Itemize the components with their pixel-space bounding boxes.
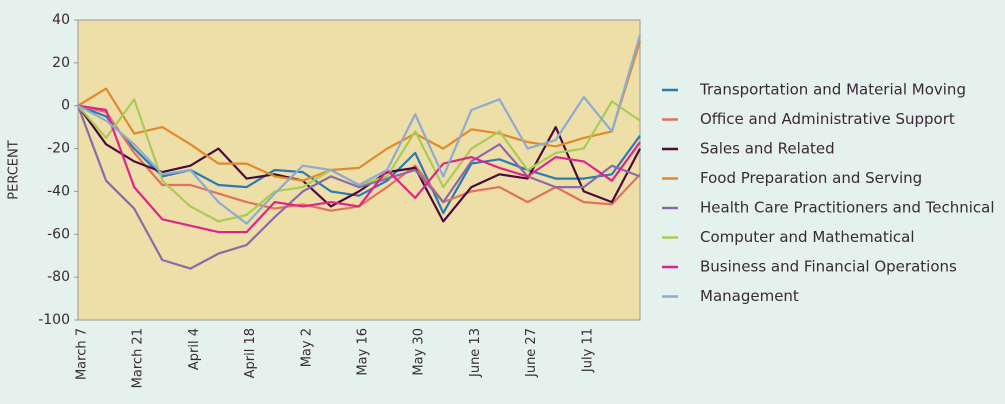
y-tick-label: 0 xyxy=(61,98,70,114)
x-tick-label: June 27 xyxy=(524,328,539,378)
x-tick-label: March 21 xyxy=(131,328,146,388)
series-line xyxy=(77,104,641,234)
legend-label: Office and Administrative Support xyxy=(700,110,955,128)
legend-label: Business and Financial Operations xyxy=(700,258,957,276)
x-tick-label: April 4 xyxy=(187,328,202,370)
x-tick-label: May 2 xyxy=(299,328,314,367)
x-tick-label: March 7 xyxy=(75,328,90,380)
legend-label: Food Preparation and Serving xyxy=(700,169,922,187)
y-tick-label: 40 xyxy=(52,12,70,28)
y-axis-label: PERCENT xyxy=(7,140,22,199)
series-line xyxy=(77,41,642,182)
series-line xyxy=(77,104,641,214)
plot-area xyxy=(77,19,641,321)
x-tick-label: May 16 xyxy=(356,328,371,376)
x-tick-label: July 11 xyxy=(580,328,595,373)
legend-label: Health Care Practitioners and Technical xyxy=(700,199,995,217)
y-tick-label: -80 xyxy=(47,269,70,285)
x-tick-label: June 13 xyxy=(468,328,483,378)
y-tick-label: -20 xyxy=(47,141,70,157)
x-tick-label: April 18 xyxy=(243,328,258,378)
series-line xyxy=(76,105,641,270)
legend-label: Computer and Mathematical xyxy=(700,228,915,246)
y-tick-label: 20 xyxy=(52,55,70,71)
x-tick-label: May 30 xyxy=(412,328,427,376)
y-tick-label: -60 xyxy=(47,226,70,242)
legend-label: Transportation and Material Moving xyxy=(699,81,966,99)
legend-label: Management xyxy=(700,287,799,305)
legend-label: Sales and Related xyxy=(700,140,835,158)
series-line xyxy=(77,34,642,225)
y-tick-label: -40 xyxy=(47,183,70,199)
y-tick-label: -100 xyxy=(38,312,70,328)
